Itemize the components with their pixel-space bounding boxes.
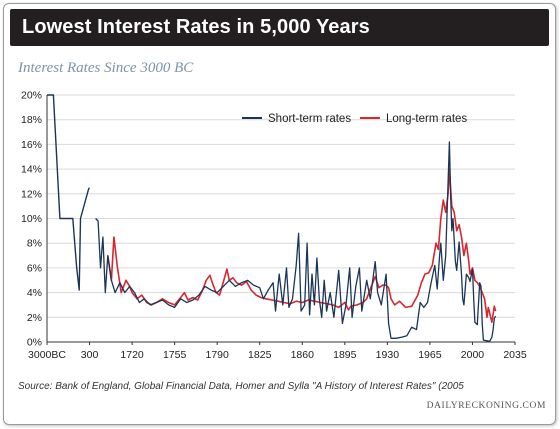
y-tick-label: 10% — [21, 213, 42, 225]
x-tick-label: 1790 — [206, 349, 230, 361]
chart-frame: Lowest Interest Rates in 5,000 Years — [3, 3, 556, 425]
site-credit: DAILYRECKONING.COM — [426, 401, 546, 411]
legend-long-term-label: Long-term rates — [386, 113, 467, 125]
page-title: Lowest Interest Rates in 5,000 Years — [22, 16, 370, 38]
y-tick-label: 14% — [21, 164, 42, 176]
long-term-rates-line — [107, 168, 497, 323]
y-tick-label: 8% — [27, 238, 42, 250]
gridlines — [47, 94, 515, 318]
x-tick-label: 1755 — [163, 349, 187, 361]
legend: Short-term rates Long-term rates — [242, 113, 467, 125]
x-tick-label: 2035 — [503, 349, 527, 361]
legend-short-term-label: Short-term rates — [268, 113, 351, 125]
x-tick-label: 1895 — [333, 349, 357, 361]
x-tick-label: 1720 — [120, 349, 144, 361]
y-tick-label: 16% — [21, 139, 42, 151]
y-tick-label: 2% — [27, 312, 42, 324]
short-term-rates-ancient-line — [47, 94, 90, 291]
x-tick-label: 2000 — [461, 349, 485, 361]
x-tick-label: 3000BC — [28, 349, 66, 361]
source-note: Source: Bank of England, Global Financia… — [18, 381, 464, 392]
x-tick-label: 1930 — [376, 349, 400, 361]
y-tick-label: 4% — [27, 287, 42, 299]
y-tick-label: 6% — [27, 262, 42, 274]
y-tick-label: 0% — [27, 337, 42, 349]
axes: 0% 2% 4% 6% 8% 10% 12% 14% 16% 18% 20% 3000BC 300 172… — [21, 90, 527, 362]
y-tick-label: 20% — [21, 90, 42, 102]
title-banner: Lowest Interest Rates in 5,000 Years — [10, 9, 549, 46]
y-tick-label: 18% — [21, 114, 42, 126]
x-tick-label: 1965 — [418, 349, 442, 361]
short-term-rates-line — [95, 141, 497, 343]
y-tick-label: 12% — [21, 188, 42, 200]
chart-subtitle: Interest Rates Since 3000 BC — [18, 60, 194, 76]
x-tick-label: 300 — [81, 349, 99, 361]
x-tick-label: 1860 — [291, 349, 315, 361]
x-tick-label: 1825 — [248, 349, 272, 361]
series-layer — [47, 94, 497, 343]
